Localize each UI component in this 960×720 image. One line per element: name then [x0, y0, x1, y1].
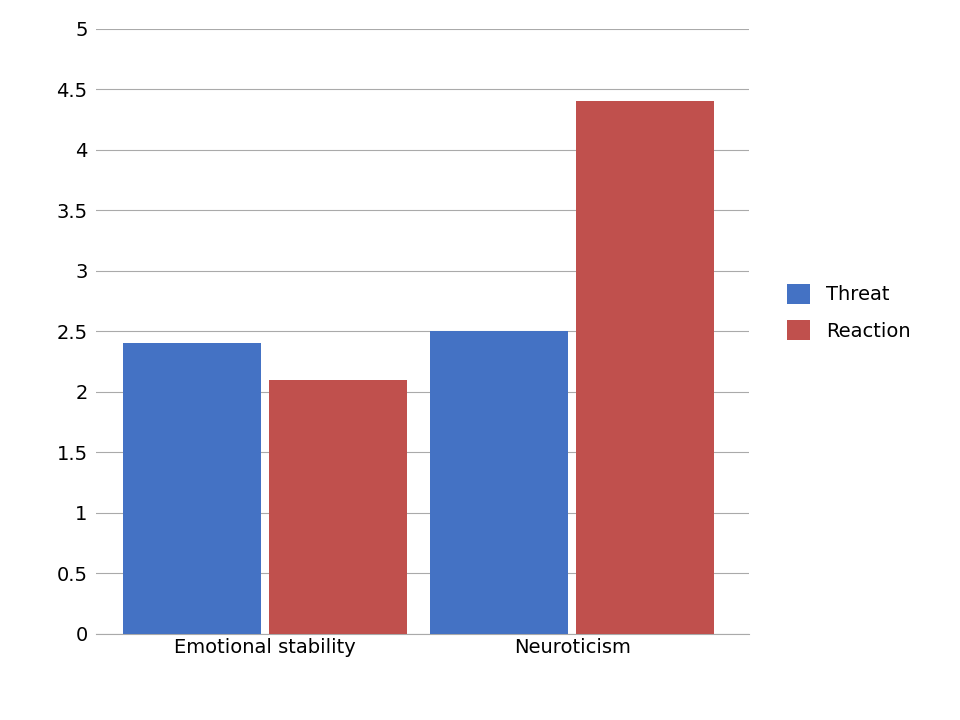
Bar: [576, 102, 714, 634]
Bar: [123, 343, 261, 634]
Bar: [430, 331, 568, 634]
Legend: Threat, Reaction: Threat, Reaction: [772, 269, 926, 356]
Bar: [269, 379, 407, 634]
